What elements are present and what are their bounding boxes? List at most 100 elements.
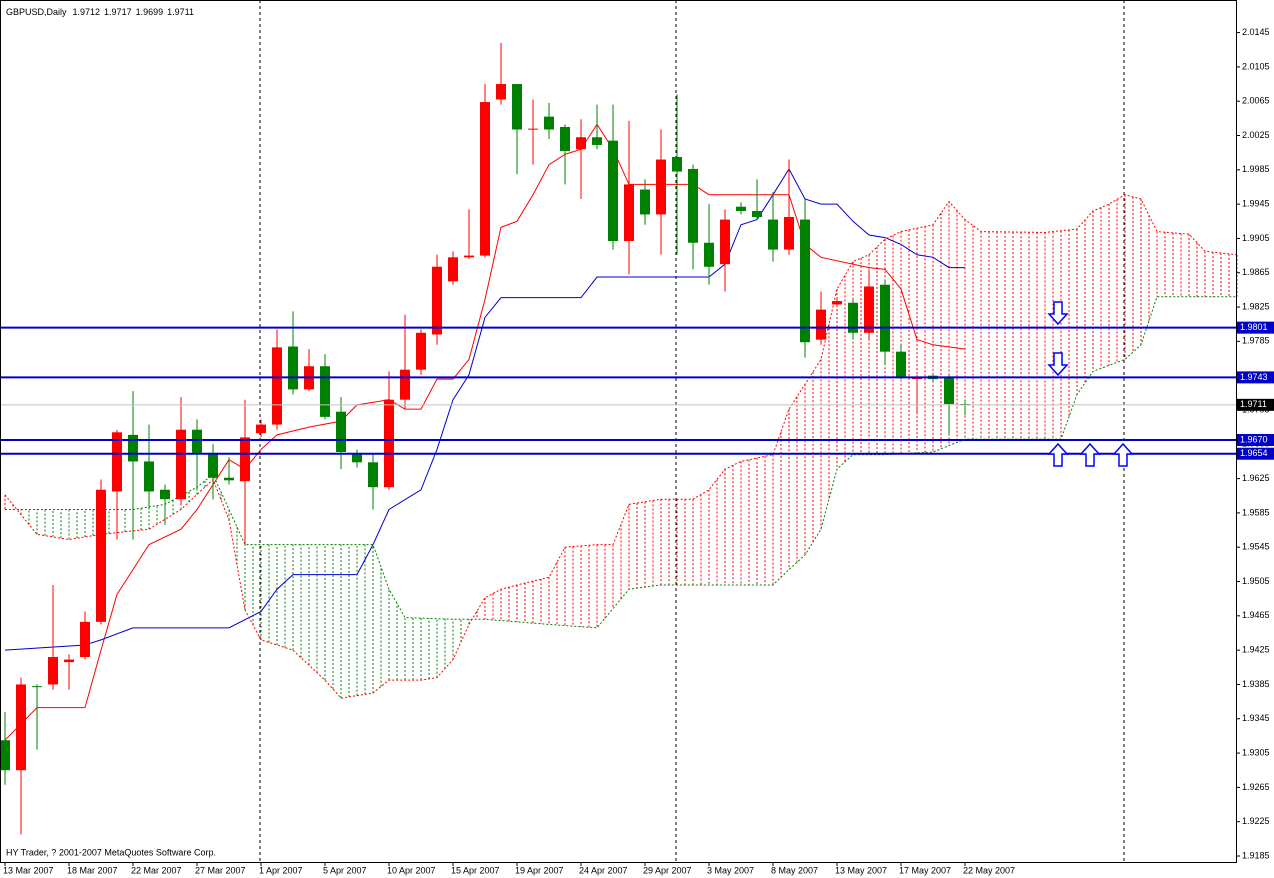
y-tick-label: 1.9985 [1242, 164, 1270, 174]
down-arrow [1047, 352, 1069, 377]
y-tick-label: 1.9225 [1242, 816, 1270, 826]
y-tick-label: 1.9385 [1242, 679, 1270, 689]
y-tick-label: 1.9945 [1242, 199, 1270, 209]
candle-body [160, 489, 170, 500]
candle-body [704, 242, 714, 267]
candle-body [544, 116, 554, 130]
level-label-bg [1237, 321, 1274, 334]
y-tick-label: 1.9465 [1242, 610, 1270, 620]
last-price-bg [1237, 398, 1274, 411]
candle-body [176, 429, 186, 500]
candle-body [848, 302, 858, 333]
y-tick-label: 1.9785 [1242, 336, 1270, 346]
candle-body [592, 137, 602, 145]
candle-body [384, 399, 394, 488]
header-high: 1.9717 [104, 7, 132, 17]
candle-body [800, 219, 810, 343]
candle-body [784, 217, 794, 250]
y-tick-label: 2.0105 [1242, 61, 1270, 71]
level-label: 1.9670 [1240, 434, 1268, 444]
candle-body [0, 740, 10, 771]
candle-body [720, 219, 730, 265]
symbol-title: GBPUSD,Daily [6, 7, 67, 17]
candle-body [192, 429, 202, 453]
level-label-bg [1237, 371, 1274, 384]
candle-body [512, 84, 522, 130]
candle-body [64, 659, 74, 663]
level-label-bg [1237, 434, 1274, 447]
x-tick-label: 10 Apr 2007 [387, 865, 436, 875]
cloud-span [5, 296, 1237, 629]
candle-body [528, 128, 538, 130]
candle-body [320, 366, 330, 417]
candle-body [832, 301, 842, 305]
level-label: 1.9801 [1240, 322, 1268, 332]
levels [0, 326, 1236, 455]
axes: 2.0145 2.0105 2.0065 2.0025 1.9985 1.9945 1.99… [3, 27, 1274, 875]
x-tick-label: 19 Apr 2007 [515, 865, 564, 875]
up-arrow [1112, 442, 1134, 467]
candle-body [416, 332, 426, 370]
candle-body [144, 461, 154, 492]
down-arrow [1047, 301, 1069, 326]
x-tick-label: 17 May 2007 [899, 865, 951, 875]
level-label: 1.9654 [1240, 448, 1268, 458]
candle-body [672, 156, 682, 172]
header-close: 1.9711 [167, 7, 194, 17]
candle-body [128, 434, 138, 462]
candle-body [464, 255, 474, 258]
y-tick-label: 1.9865 [1242, 267, 1270, 277]
y-tick-label: 1.9305 [1242, 747, 1270, 757]
plot-frame [0, 0, 1237, 863]
y-tick-label: 1.9425 [1242, 645, 1270, 655]
x-tick-label: 29 Apr 2007 [643, 865, 692, 875]
x-tick-label: 18 Mar 2007 [67, 865, 118, 875]
candle-body [256, 424, 266, 434]
y-tick-label: 1.9585 [1242, 507, 1270, 517]
y-tick-label: 2.0065 [1242, 96, 1270, 106]
x-tick-label: 5 Apr 2007 [323, 865, 367, 875]
x-tick-label: 1 Apr 2007 [259, 865, 303, 875]
up-arrow [1047, 442, 1069, 467]
candle-body [48, 657, 58, 685]
candle-body [656, 159, 666, 215]
candle-body [944, 377, 954, 404]
y-tick-label: 1.9265 [1242, 782, 1270, 792]
candle-body [624, 184, 634, 242]
arrows [1047, 301, 1134, 467]
candle-body [880, 284, 890, 352]
candle-body [496, 84, 506, 100]
candle-body [96, 489, 106, 622]
candle-body [896, 351, 906, 378]
candle-body [608, 140, 618, 242]
candle-body [576, 137, 586, 150]
candle-body [272, 347, 282, 425]
last-price-label: 1.9711 [1240, 399, 1267, 409]
y-tick-label: 2.0145 [1242, 27, 1270, 37]
x-tick-label: 3 May 2007 [707, 865, 754, 875]
candles [0, 42, 970, 835]
header-open: 1.9712 [73, 7, 101, 17]
cloud-layer [4, 194, 1238, 699]
candle-body [80, 621, 90, 658]
candle-body [224, 477, 234, 481]
candle-body [16, 684, 26, 771]
y-tick-label: 1.9545 [1242, 542, 1270, 552]
x-tick-label: 13 May 2007 [835, 865, 887, 875]
y-tick-label: 1.9825 [1242, 301, 1270, 311]
y-tick-label: 1.9505 [1242, 576, 1270, 586]
candle-body [480, 102, 490, 256]
candle-body [208, 452, 218, 478]
up-arrow [1079, 442, 1101, 467]
footer: HY Trader, ? 2001-2007 MetaQuotes Softwa… [6, 847, 216, 857]
x-tick-label: 8 May 2007 [771, 865, 818, 875]
x-tick-label: 15 Apr 2007 [451, 865, 500, 875]
x-tick-label: 22 May 2007 [963, 865, 1015, 875]
indicator-line [4, 167, 965, 651]
candle-body [336, 411, 346, 453]
y-tick-label: 1.9345 [1242, 713, 1270, 723]
candle-body [240, 437, 250, 482]
header-low: 1.9699 [136, 7, 164, 17]
y-tick-label: 1.9905 [1242, 233, 1270, 243]
